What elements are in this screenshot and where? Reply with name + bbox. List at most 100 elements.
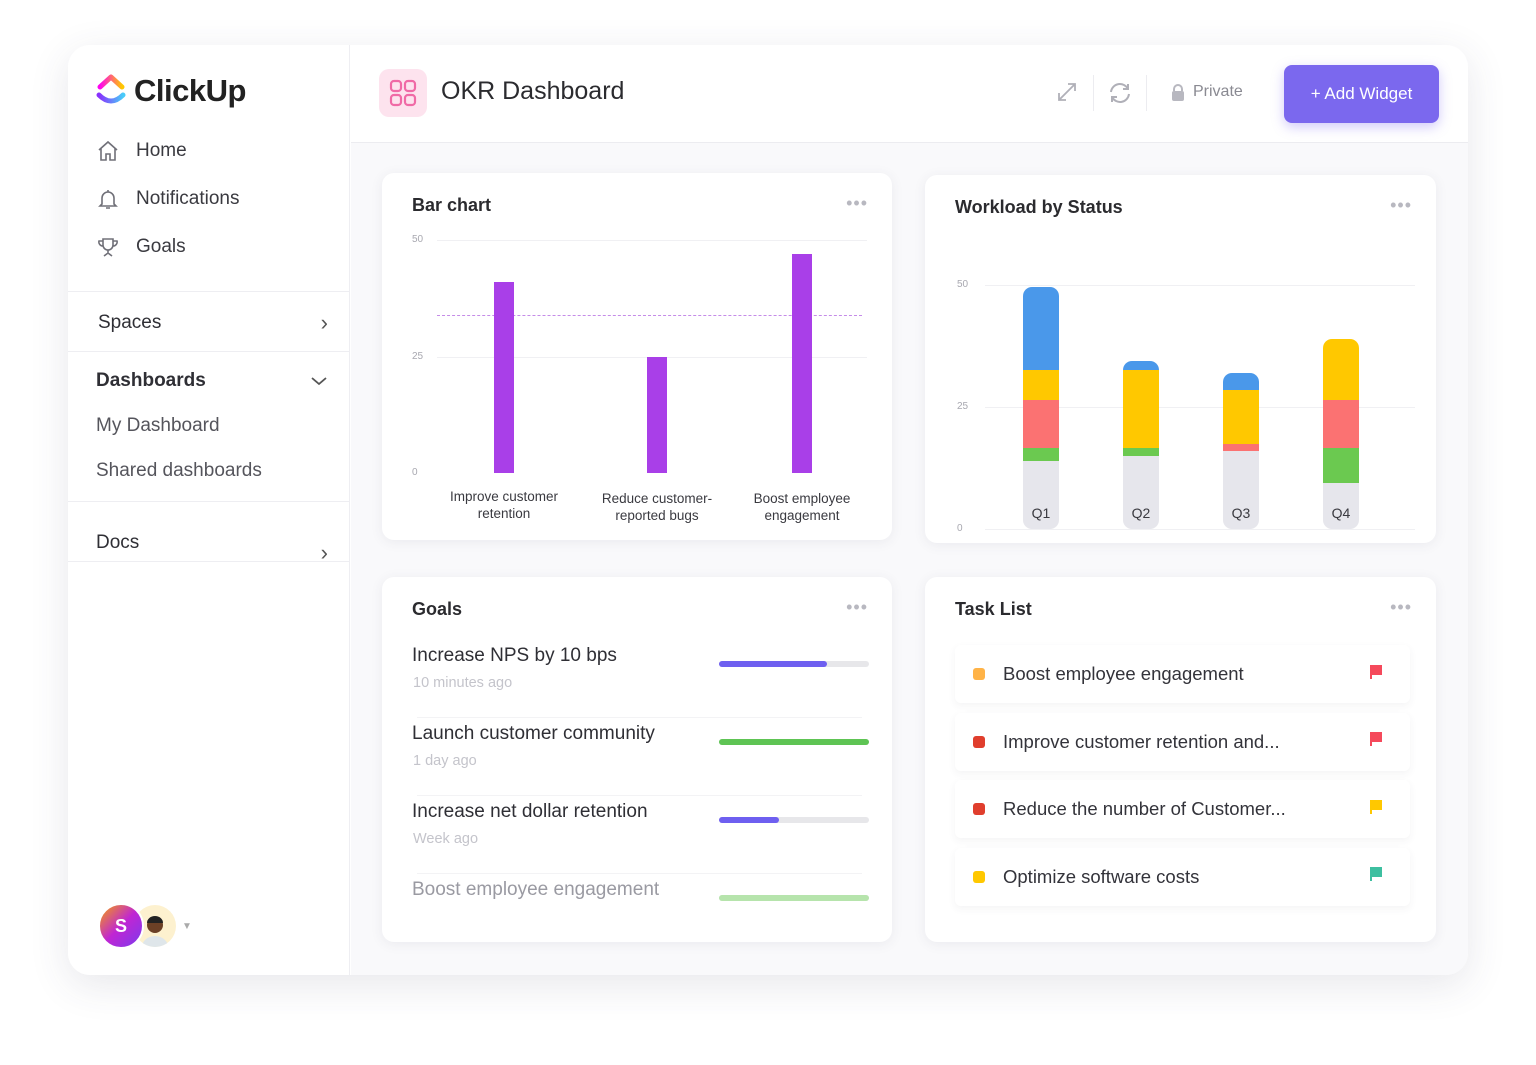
more-options-icon[interactable]: ••• [1390,195,1412,215]
task-name: Boost employee engagement [1003,663,1244,684]
goal-item[interactable]: Boost employee engagement [412,879,869,957]
x-label-line: reported bugs [615,508,699,523]
x-label-line: Improve customer [449,489,559,504]
goal-item[interactable]: Increase NPS by 10 bps 10 minutes ago [412,645,869,723]
sidebar-item-goals[interactable]: Goals [96,235,186,259]
caret-down-icon[interactable]: ▼ [182,920,192,932]
bar-segment [1323,399,1359,449]
task-row[interactable]: Boost employee engagement [955,645,1410,703]
goal-timestamp: Week ago [413,831,479,847]
bar-segment [1223,443,1259,451]
goal-name: Launch customer community [412,723,655,744]
priority-flag-icon[interactable] [1368,731,1384,752]
bar-segment [1023,287,1059,371]
stacked-bar[interactable] [1323,338,1359,529]
sidebar-section-docs: Docs › [68,501,350,565]
card-title: Bar chart [412,195,492,215]
task-name: Reduce the number of Customer... [1003,798,1286,819]
add-widget-button[interactable]: + Add Widget [1284,65,1439,123]
sidebar-item-label: Notifications [136,188,240,209]
y-tick-label: 0 [412,467,418,478]
divider [1146,75,1147,111]
priority-flag-icon[interactable] [1368,799,1384,820]
app-window: ClickUp Home Notifications Goals Spaces … [68,45,1468,975]
docs-label: Docs [96,532,140,553]
goal-name: Increase NPS by 10 bps [412,645,617,666]
x-axis-label: Q3 [1231,505,1251,521]
status-indicator [973,668,985,680]
workload-card: Workload by Status ••• 0 25 50 Q1 Q2 Q3 Q4 [925,175,1436,543]
priority-flag-icon[interactable] [1368,866,1384,887]
x-axis-label: Q4 [1331,505,1351,521]
status-indicator [973,803,985,815]
bell-icon [98,190,118,209]
sidebar-item-my-dashboard[interactable]: My Dashboard [96,415,220,436]
dashboards-row[interactable]: Dashboards [96,370,328,392]
y-tick-label: 25 [412,350,424,362]
chevron-right-icon[interactable]: › [320,310,328,335]
goal-item[interactable]: Increase net dollar retention Week ago [412,801,869,879]
privacy-toggle[interactable]: Private [1171,83,1243,101]
bar-segment [1023,370,1059,400]
progress-bar [719,895,869,901]
bar-segment [1123,455,1159,529]
bar-segment [1123,448,1159,456]
bar[interactable] [494,281,514,473]
user-menu[interactable]: S ▼ [98,903,192,949]
divider [417,873,862,874]
header: OKR Dashboard Private + Add Widget [351,45,1468,143]
bar[interactable] [647,356,667,473]
task-row[interactable]: Reduce the number of Customer... [955,780,1410,838]
chevron-right-icon[interactable]: › [320,540,328,565]
stacked-bar[interactable] [1123,360,1159,529]
bar-chart: 0 25 50 Improve customer retention Reduce cus… [382,173,892,540]
progress-fill [719,739,869,745]
sidebar-item-shared-dashboards[interactable]: Shared dashboards [96,460,262,481]
bar-chart-card: Bar chart ••• 0 25 50 Improve customer reten… [382,173,892,540]
task-row[interactable]: Optimize software costs [955,847,1410,906]
more-options-icon[interactable]: ••• [1390,597,1412,617]
bar-segment [1023,448,1059,461]
progress-fill [719,661,827,667]
trophy-icon [98,238,118,257]
stacked-bar[interactable] [1223,372,1259,529]
bar-segment [1023,460,1059,529]
expand-icon[interactable] [1056,81,1078,103]
status-indicator [973,870,985,883]
avatar[interactable]: S [98,903,144,949]
bar[interactable] [792,253,812,473]
bar-segment [1323,448,1359,483]
chevron-down-icon[interactable] [310,375,328,387]
goal-item[interactable]: Launch customer community 1 day ago [412,723,869,801]
goal-timestamp: 10 minutes ago [413,675,513,691]
priority-flag-icon[interactable] [1368,664,1384,685]
sidebar-item-notifications[interactable]: Notifications [96,187,240,211]
bar-segment [1223,450,1259,529]
spaces-row[interactable]: Spaces › [98,310,328,336]
sidebar-item-home[interactable]: Home [96,139,187,163]
bar-segment [1023,399,1059,449]
target-line [437,314,862,316]
card-title: Workload by Status [955,197,1123,217]
progress-bar [719,739,869,745]
sidebar-section-spaces: Spaces › [68,291,350,351]
bar-segment [1223,372,1259,390]
progress-bar [719,661,869,667]
clickup-logo[interactable]: ClickUp [96,73,246,109]
gridline [985,285,1415,286]
divider [1093,75,1094,111]
refresh-icon[interactable] [1107,81,1133,105]
task-row[interactable]: Improve customer retention and... [955,712,1410,771]
gridline [985,529,1415,530]
stacked-bar[interactable] [1023,287,1059,529]
more-options-icon[interactable]: ••• [846,597,868,617]
y-tick-label: 0 [957,523,963,534]
bar-segment [1123,360,1159,371]
bar-segment [1223,389,1259,444]
divider [417,795,862,796]
docs-row[interactable]: Docs › [96,520,328,566]
page-title: OKR Dashboard [441,77,625,105]
progress-fill [719,895,869,901]
more-options-icon[interactable]: ••• [846,193,868,213]
y-tick-label: 50 [957,279,969,290]
